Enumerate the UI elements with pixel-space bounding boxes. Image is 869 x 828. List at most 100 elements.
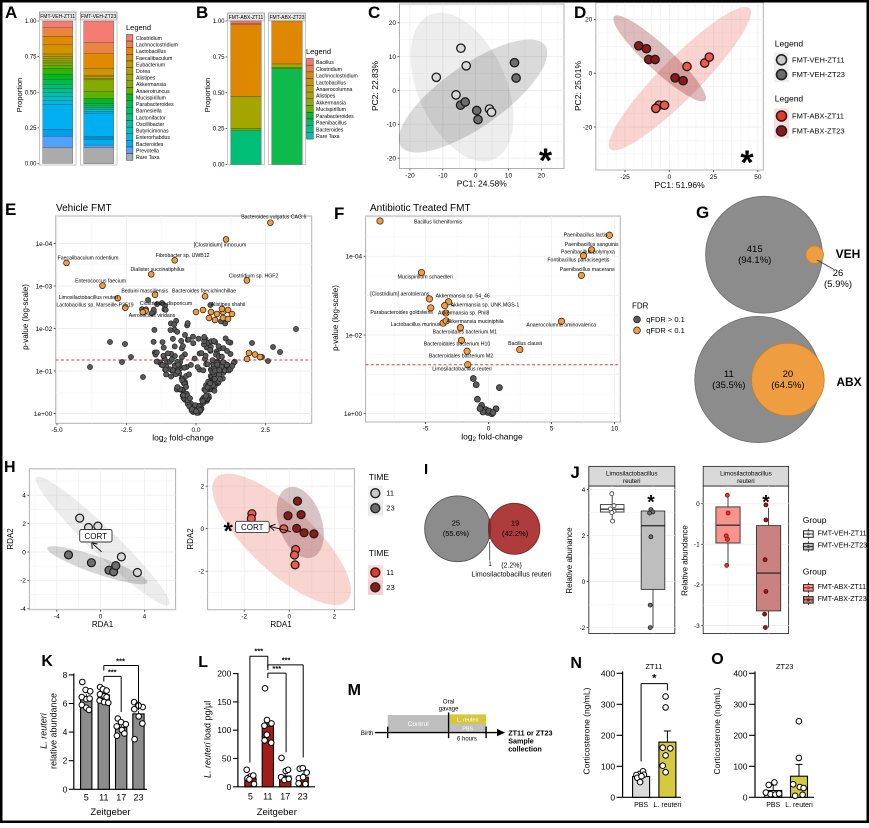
svg-text:FMT-VEH-ZT11: FMT-VEH-ZT11 [792,55,844,64]
svg-text:Bacteroides vulgatus CAG:6: Bacteroides vulgatus CAG:6 [241,215,306,221]
svg-text:PC1: 51.96%: PC1: 51.96% [655,180,706,190]
svg-text:Clostridium: Clostridium [316,67,342,73]
svg-text:0: 0 [610,792,615,802]
svg-text:Birth: Birth [361,730,374,737]
svg-text:(64.5%): (64.5%) [771,380,804,391]
svg-text:***: *** [108,668,117,677]
svg-text:Oscillibacter: Oscillibacter [136,122,165,128]
svg-text:0: 0 [696,501,700,508]
svg-text:-10: -10 [387,122,397,129]
svg-text:20: 20 [585,17,593,24]
svg-text:p-value (log-scale): p-value (log-scale) [331,285,340,351]
svg-text:415: 415 [747,244,763,255]
svg-text:***: *** [116,657,125,666]
svg-text:Proportion: Proportion [203,78,212,113]
svg-text:1e+00: 1e+00 [344,411,363,418]
svg-text:(94.1%): (94.1%) [738,255,771,266]
svg-text:*: * [740,144,754,182]
svg-text:1e+00: 1e+00 [34,411,53,418]
svg-text:Paenibacillus lactis: Paenibacillus lactis [564,233,608,239]
svg-text:PC2: 22.83%: PC2: 22.83% [370,61,380,112]
svg-text:Rare Taxa: Rare Taxa [316,134,340,140]
svg-text:L: L [198,654,208,671]
svg-text:L. reuteri: L. reuteri [39,712,49,749]
svg-text:2: 2 [63,756,68,766]
svg-text:TIME: TIME [369,548,390,558]
svg-text:FMT-VEH-ZT11: FMT-VEH-ZT11 [818,531,867,538]
svg-text:Lactonifactor: Lactonifactor [136,115,166,121]
svg-text:FMT-ABX-ZT23: FMT-ABX-ZT23 [792,126,845,135]
svg-text:gavage: gavage [439,707,459,713]
svg-text:5: 5 [248,791,253,801]
svg-text:Bacteroidales bacterium H10: Bacteroidales bacterium H10 [424,342,491,348]
svg-text:400: 400 [733,668,747,678]
svg-text:Barnesiella: Barnesiella [136,109,162,115]
svg-text:Vehicle FMT: Vehicle FMT [56,203,112,214]
svg-text:*: * [652,673,657,685]
svg-text:Oral: Oral [443,700,454,706]
svg-text:FMT-ABX-ZT11: FMT-ABX-ZT11 [792,112,844,121]
svg-text:6 hours: 6 hours [457,737,477,743]
svg-text:Limosilactobacillus reuteri: Limosilactobacillus reuteri [59,295,118,301]
svg-text:Paenibacillus: Paenibacillus [316,121,347,127]
svg-text:0.00: 0.00 [213,163,225,169]
svg-text:150: 150 [217,697,231,707]
svg-text:Faecalibaculum: Faecalibaculum [136,56,172,62]
svg-text:-2: -2 [198,569,204,576]
svg-text:-10: -10 [438,173,448,180]
svg-text:p-value (log-scale): p-value (log-scale) [21,284,30,350]
svg-text:0: 0 [227,782,232,792]
svg-text:Lactobacillus murinus: Lactobacillus murinus [391,322,441,328]
svg-text:26: 26 [833,268,844,279]
svg-text:200: 200 [601,730,615,740]
svg-text:Lachnoclostridium: Lachnoclostridium [316,74,358,80]
svg-text:Legend: Legend [775,93,804,103]
svg-text:L. reuteri load pg/µl: L. reuteri load pg/µl [203,701,213,778]
svg-text:J: J [570,463,579,482]
svg-text:Prevotella: Prevotella [136,148,159,154]
svg-text:23: 23 [386,504,394,513]
svg-text:Alistipes: Alistipes [316,94,336,100]
svg-text:FMT-VEH-ZT11: FMT-VEH-ZT11 [40,14,75,20]
svg-text:***: *** [272,664,281,673]
svg-text:PBS: PBS [634,802,648,809]
svg-text:25: 25 [452,519,460,528]
svg-text:-1: -1 [694,542,700,549]
svg-text:-4: -4 [54,614,60,621]
svg-text:0.50: 0.50 [25,90,37,96]
svg-text:reuteri: reuteri [737,478,755,485]
svg-text:Relative abundance: Relative abundance [681,525,690,596]
svg-text:O: O [711,651,723,668]
svg-text:ZT11: ZT11 [645,662,662,671]
svg-text:4: 4 [63,727,68,737]
svg-text:17: 17 [116,792,126,802]
svg-text:100: 100 [217,725,231,735]
svg-text:0.75: 0.75 [25,55,37,61]
svg-text:0.50: 0.50 [213,91,225,97]
svg-text:*: * [224,518,234,545]
svg-text:Zeitgeber: Zeitgeber [257,807,297,818]
svg-text:log2 fold-change: log2 fold-change [461,432,523,444]
svg-text:Fibrobacter sp. UWB12: Fibrobacter sp. UWB12 [156,253,210,259]
svg-text:4: 4 [582,487,586,494]
svg-text:RDA2: RDA2 [6,528,15,550]
svg-text:***: *** [282,656,291,665]
svg-text:PBS: PBS [766,802,780,809]
svg-text:Anaerocolumna aminovalerica: Anaerocolumna aminovalerica [526,323,596,329]
svg-text:Aerococcus viridans: Aerococcus viridans [129,313,176,319]
svg-text:-2: -2 [20,578,26,585]
svg-text:Eubacterium: Eubacterium [136,62,165,68]
svg-text:FMT-VEH-ZT23: FMT-VEH-ZT23 [818,543,867,550]
svg-text:100: 100 [733,761,747,771]
svg-text:-5: -5 [423,426,429,433]
svg-text:20: 20 [783,369,794,380]
svg-text:Fontibacillus panacisegetis: Fontibacillus panacisegetis [547,257,609,263]
svg-text:0: 0 [582,579,586,586]
svg-text:Group: Group [803,515,827,525]
svg-text:FMT-ABX-ZT11: FMT-ABX-ZT11 [818,584,867,591]
svg-text:N: N [570,655,582,672]
svg-text:Limosilactobacillus: Limosilactobacillus [606,470,658,477]
svg-text:Limosilactobacillus: Limosilactobacillus [720,470,772,477]
svg-text:Proportion: Proportion [15,78,24,113]
svg-text:Akkermansia: Akkermansia [316,100,346,106]
